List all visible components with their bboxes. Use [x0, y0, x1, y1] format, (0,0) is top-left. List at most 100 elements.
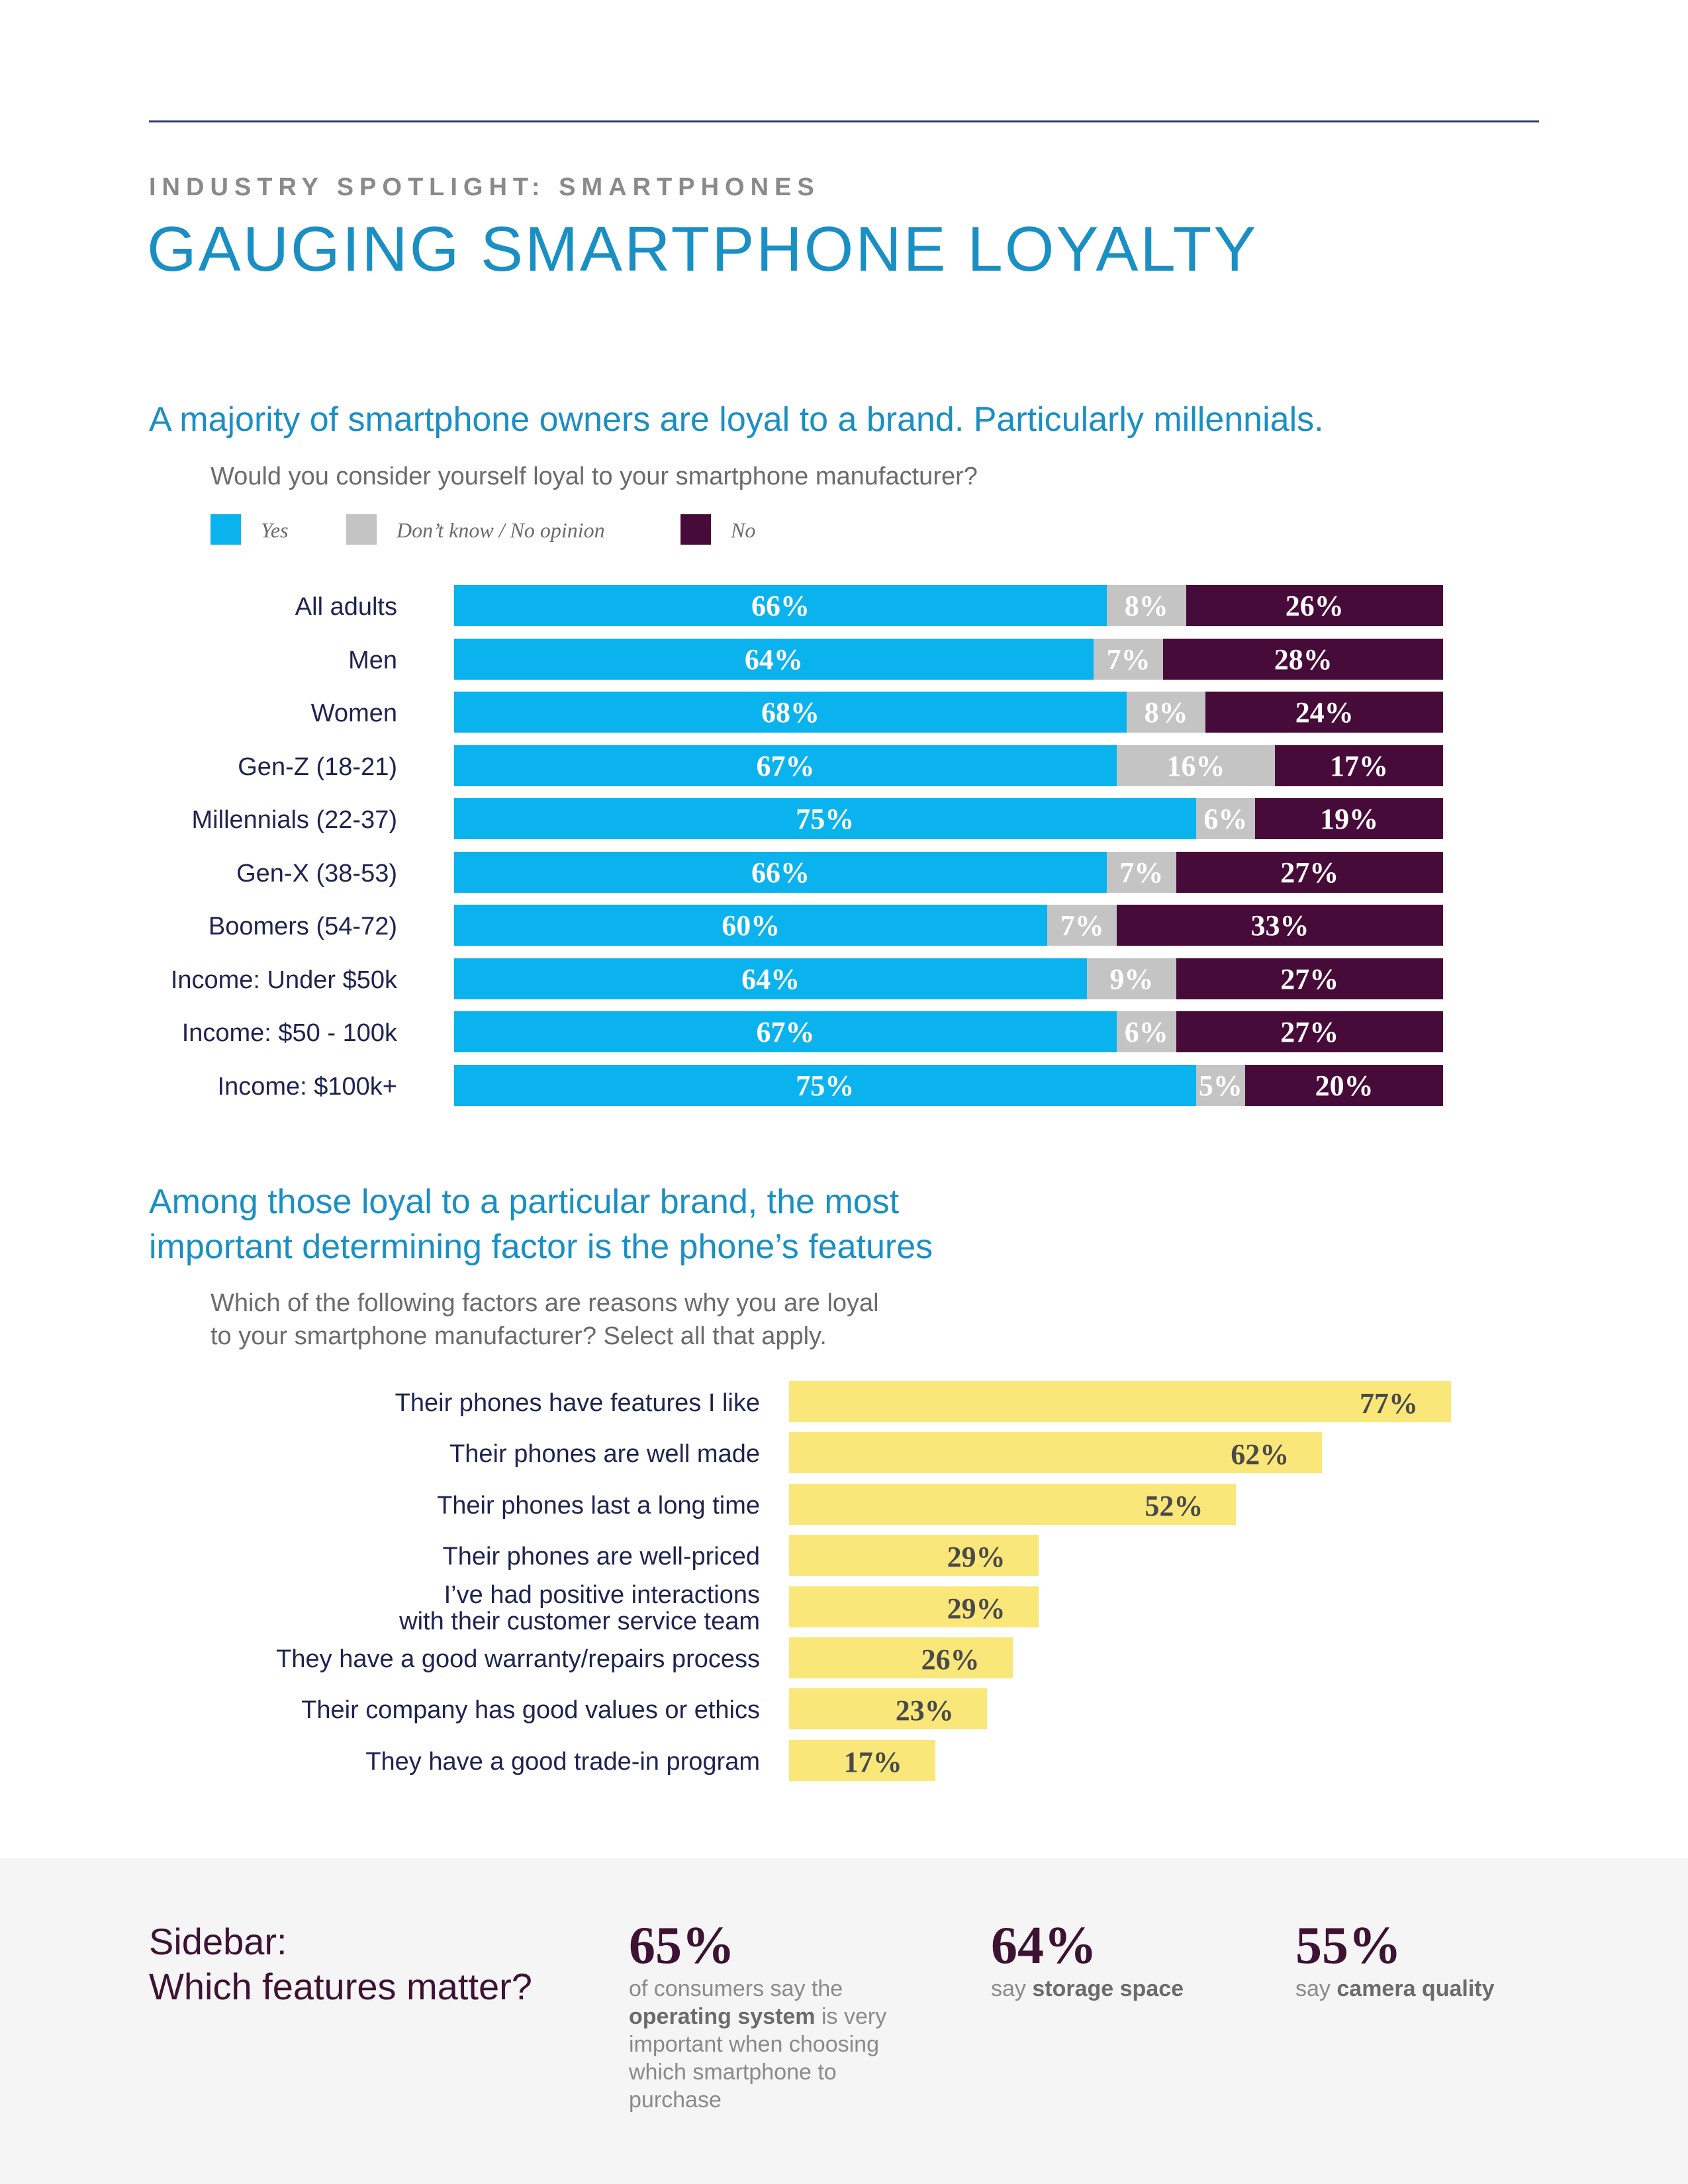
data-label-dont-know: 5%: [1198, 1069, 1243, 1102]
bar-segment-dont-know: [1107, 851, 1176, 893]
section1-heading: A majority of smartphone owners are loya…: [149, 400, 1324, 439]
data-label-yes: 66%: [751, 856, 810, 889]
factor-bar: [789, 1637, 1013, 1678]
factor-label: I’ve had positive interactions with their…: [399, 1580, 760, 1635]
factor-label: Their phones last a long time: [437, 1491, 760, 1520]
bar-segment-yes: [454, 1064, 1196, 1106]
factor-data-label: 23%: [895, 1694, 954, 1727]
factor-data-label: 77%: [1360, 1387, 1418, 1420]
bar-segment-dont-know: [1126, 692, 1206, 733]
bar-segment-yes: [454, 1011, 1117, 1052]
bar-segment-dont-know: [1047, 905, 1117, 946]
data-label-yes: 66%: [751, 590, 810, 622]
data-label-yes: 67%: [756, 749, 815, 782]
stat-highlight: camera quality: [1336, 1976, 1495, 2001]
legend-label-no: No: [731, 518, 756, 542]
factor-data-label: 17%: [843, 1745, 902, 1778]
data-label-dont-know: 7%: [1060, 909, 1104, 942]
bar-segment-dont-know: [1107, 585, 1186, 626]
stat-value: 65%: [629, 1917, 735, 1975]
stat-value: 55%: [1295, 1917, 1401, 1975]
category-label: Gen-X (38-53): [236, 859, 397, 887]
category-label: All adults: [295, 593, 397, 621]
section2-heading-line1: Among those loyal to a particular brand,…: [149, 1183, 900, 1221]
category-label: Income: Under $50k: [170, 966, 397, 994]
data-label-no: 19%: [1320, 803, 1379, 835]
data-label-dont-know: 7%: [1106, 643, 1150, 676]
factor-label: They have a good trade-in program: [365, 1747, 760, 1776]
section1-question: Would you consider yourself loyal to you…: [211, 463, 978, 490]
factor-bar: [789, 1739, 935, 1781]
category-label: Boomers (54-72): [208, 913, 397, 940]
factor-label: They have a good warranty/repairs proces…: [276, 1645, 760, 1673]
bar-segment-yes: [454, 638, 1094, 680]
stat-description: say camera quality: [1295, 1976, 1495, 2001]
factor-data-label: 29%: [947, 1541, 1006, 1574]
factor-bar: [789, 1432, 1323, 1474]
category-label: Women: [310, 700, 397, 727]
stat-value: 64%: [991, 1917, 1097, 1975]
stat-description: of consumers say the operating system is…: [629, 1976, 887, 2113]
category-label: Income: $100k+: [217, 1072, 397, 1101]
factor-bar: [789, 1688, 987, 1730]
data-label-yes: 64%: [741, 962, 800, 995]
bar-segment-dont-know: [1116, 745, 1275, 786]
data-label-no: 28%: [1274, 643, 1333, 676]
data-label-dont-know: 6%: [1203, 803, 1248, 835]
sidebar-title: Sidebar: Which features matter?: [149, 1919, 532, 2009]
data-label-dont-know: 8%: [1144, 696, 1188, 729]
data-label-yes: 68%: [761, 696, 820, 729]
top-rule: [149, 120, 1539, 122]
data-label-dont-know: 6%: [1124, 1016, 1168, 1048]
bar-segment-no: [1176, 1011, 1443, 1052]
section2-question-line1: Which of the following factors are reaso…: [211, 1289, 879, 1317]
data-label-yes: 67%: [756, 1016, 815, 1048]
data-label-dont-know: 7%: [1119, 856, 1164, 889]
data-label-yes: 64%: [744, 643, 803, 676]
data-label-no: 24%: [1295, 696, 1354, 729]
bar-segment-yes: [454, 745, 1117, 786]
factor-label: Their phones are well-priced: [442, 1543, 760, 1571]
factor-data-label: 29%: [947, 1592, 1006, 1625]
data-label-no: 27%: [1280, 1016, 1339, 1048]
data-label-no: 33%: [1250, 909, 1309, 942]
factor-label: Their phones have features I like: [395, 1389, 760, 1417]
page-title: GAUGING SMARTPHONE LOYALTY: [147, 214, 1258, 285]
bar-segment-yes: [454, 958, 1088, 999]
bar-segment-dont-know: [1087, 958, 1176, 999]
stat-description: say storage space: [991, 1976, 1184, 2001]
bar-segment-dont-know: [1196, 1064, 1246, 1106]
section2-heading: Among those loyal to a particular brand,…: [149, 1179, 933, 1269]
bar-segment-no: [1255, 798, 1443, 839]
data-label-yes: 75%: [796, 803, 855, 835]
data-label-yes: 75%: [796, 1069, 855, 1102]
bar-segment-no: [1176, 958, 1443, 999]
bar-segment-yes: [454, 851, 1107, 893]
bar-segment-no: [1245, 1064, 1443, 1106]
bar-segment-no: [1205, 692, 1443, 733]
factor-bar: [789, 1483, 1237, 1525]
legend-swatch-dont-know: [346, 514, 377, 545]
bar-segment-no: [1186, 585, 1443, 626]
category-label: Income: $50 - 100k: [181, 1019, 397, 1047]
bar-segment-yes: [454, 905, 1048, 946]
bar-segment-yes: [454, 798, 1196, 839]
category-label: Millennials (22-37): [191, 806, 397, 834]
factor-bar: [789, 1535, 1039, 1576]
bar-segment-dont-know: [1116, 1011, 1176, 1052]
factor-data-label: 52%: [1145, 1489, 1203, 1522]
stat-storage-space: 64% say storage space: [991, 1918, 1243, 2003]
data-label-dont-know: 16%: [1166, 749, 1225, 782]
section2-question-line2: to your smartphone manufacturer? Select …: [211, 1322, 827, 1350]
data-label-no: 27%: [1280, 856, 1339, 889]
data-label-no: 17%: [1330, 749, 1388, 782]
factor-label: Their phones are well made: [449, 1440, 760, 1469]
category-label: Men: [348, 646, 397, 674]
bar-segment-no: [1275, 745, 1443, 786]
legend-label-yes: Yes: [261, 518, 289, 542]
data-label-dont-know: 9%: [1109, 962, 1154, 995]
factor-data-label: 62%: [1231, 1438, 1289, 1471]
bar-segment-yes: [454, 692, 1127, 733]
legend-label-dont-know: Don’t know / No opinion: [397, 518, 605, 542]
data-label-no: 27%: [1280, 962, 1339, 995]
